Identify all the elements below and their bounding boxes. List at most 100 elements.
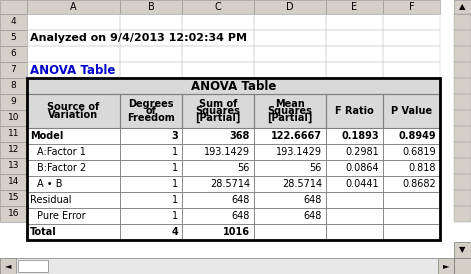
Bar	[120, 142, 182, 158]
Bar	[182, 0, 254, 14]
Bar	[383, 46, 440, 62]
Bar	[182, 126, 254, 142]
Text: 28.5714: 28.5714	[282, 179, 322, 189]
Bar	[254, 110, 326, 126]
Text: Freedom: Freedom	[127, 113, 175, 123]
Bar	[0, 258, 471, 274]
Bar	[0, 94, 27, 110]
Text: 8: 8	[11, 81, 16, 90]
Bar	[454, 258, 471, 274]
Bar	[120, 176, 182, 192]
Bar	[27, 192, 120, 208]
Bar	[383, 110, 440, 126]
Bar	[254, 30, 326, 46]
Bar	[254, 144, 326, 160]
Bar	[254, 160, 326, 176]
Bar	[383, 78, 440, 94]
Bar	[454, 46, 471, 62]
Text: Model: Model	[30, 131, 64, 141]
Bar	[326, 224, 383, 240]
Bar	[27, 78, 440, 94]
Bar	[0, 174, 27, 190]
Bar	[27, 208, 120, 224]
Bar	[254, 192, 326, 208]
Text: Pure Error: Pure Error	[37, 211, 86, 221]
Bar	[454, 78, 471, 94]
Bar	[182, 192, 254, 208]
Bar	[454, 206, 471, 222]
Bar	[120, 46, 182, 62]
Bar	[326, 78, 383, 94]
Bar	[0, 14, 27, 30]
Text: ►: ►	[443, 261, 449, 270]
Bar	[120, 94, 182, 128]
Bar	[0, 110, 27, 126]
Bar	[326, 192, 383, 208]
Bar	[254, 62, 326, 78]
Bar	[326, 160, 383, 176]
Bar	[383, 78, 440, 94]
Bar	[120, 206, 182, 222]
Bar	[182, 144, 254, 160]
Bar	[182, 62, 254, 78]
Bar	[120, 126, 182, 142]
Bar	[27, 128, 120, 144]
Bar	[120, 78, 182, 94]
Bar	[383, 94, 440, 110]
Text: 0.8949: 0.8949	[398, 131, 436, 141]
Text: C: C	[215, 2, 221, 12]
Text: 1: 1	[172, 147, 178, 157]
Bar	[454, 78, 471, 94]
Bar	[0, 0, 27, 14]
Bar	[120, 206, 182, 222]
Bar	[120, 94, 182, 128]
Bar	[182, 176, 254, 192]
Bar	[383, 158, 440, 174]
Bar	[0, 126, 27, 142]
Bar	[254, 142, 326, 158]
Bar	[383, 208, 440, 224]
Bar	[27, 142, 120, 158]
Bar	[120, 224, 182, 240]
Bar	[182, 78, 254, 94]
Bar	[326, 78, 383, 94]
Bar	[326, 142, 383, 158]
Bar	[326, 144, 383, 160]
Bar	[120, 190, 182, 206]
Bar	[326, 126, 383, 142]
Bar	[27, 144, 120, 160]
Bar	[120, 0, 182, 14]
Bar	[254, 224, 326, 240]
Bar	[326, 174, 383, 190]
Bar	[182, 30, 254, 46]
Bar	[182, 142, 254, 158]
Bar	[27, 46, 120, 62]
Bar	[254, 128, 326, 144]
Bar	[254, 30, 326, 46]
Text: 0.6819: 0.6819	[402, 147, 436, 157]
Text: 12: 12	[8, 145, 19, 155]
Bar	[383, 160, 440, 176]
Bar	[27, 110, 120, 126]
Bar	[27, 78, 120, 94]
Bar	[27, 206, 120, 222]
Bar	[0, 78, 27, 94]
Text: E: E	[351, 2, 357, 12]
Text: ▼: ▼	[459, 246, 466, 255]
Text: Squares: Squares	[195, 106, 240, 116]
Bar	[27, 160, 120, 176]
Bar	[27, 94, 120, 128]
Bar	[383, 46, 440, 62]
Text: 0.1893: 0.1893	[341, 131, 379, 141]
Bar	[383, 174, 440, 190]
Text: [Partial]: [Partial]	[195, 113, 241, 123]
Bar	[120, 46, 182, 62]
Bar	[454, 0, 471, 14]
Bar	[0, 126, 27, 142]
Bar	[254, 94, 326, 110]
Bar	[383, 14, 440, 30]
Bar	[0, 0, 27, 14]
Bar	[0, 142, 27, 158]
Bar	[182, 208, 254, 224]
Bar	[254, 94, 326, 128]
